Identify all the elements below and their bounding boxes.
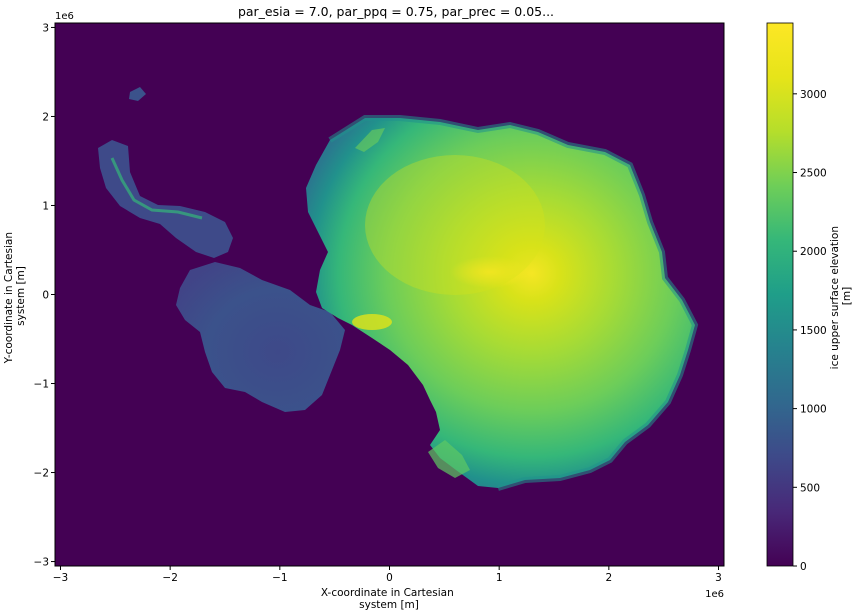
y-offset-label: 1e6 [55,11,74,22]
y-axis-label-line1: Y-coordinate in Cartesian [3,232,15,364]
y-tick-label: −3 [34,557,49,569]
coastal-patch-north [355,128,385,152]
colorbar-tick-label: 0 [800,561,807,573]
map-axes: −3 −2 −1 0 1 2 3 −3 −2 −1 0 1 2 3 par_esia = 7.0, pa… [3,4,725,611]
colorbar-ticks: 0 500 1000 1500 2000 2500 3000 [793,89,827,573]
y-tick-label: 1 [42,200,49,212]
colorbar-tick-label: 1500 [800,325,827,337]
peninsula-streak [110,157,203,220]
y-axis-ticks: −3 −2 −1 0 1 2 3 [34,22,55,569]
ridge-patch [352,314,392,330]
y-axis-label-line2: system [m] [15,266,27,326]
y-tick-label: 2 [42,111,49,123]
colorbar-tick-label: 3000 [800,89,827,101]
x-offset-label: 1e6 [705,589,724,600]
x-axis-label-line1: X-coordinate in Cartesian [321,587,454,599]
ice-shelf-rim [328,115,699,491]
y-tick-label: 0 [42,290,49,302]
ice-sheet-field [98,87,699,491]
west-antarctica [176,262,345,412]
antarctic-peninsula [98,140,233,258]
colorbar-tick-label: 1000 [800,404,827,416]
x-axis-label: X-coordinate in Cartesian system [m] [321,587,457,611]
x-tick-label: −2 [162,572,177,584]
y-tick-label: −2 [34,468,49,480]
east-antarctica [306,118,695,488]
colorbar-label-line1: ice upper surface elevation [829,226,841,369]
y-tick-label: 3 [42,22,49,34]
colorbar-label-line2: [m] [841,287,853,305]
chart-title: par_esia = 7.0, par_ppq = 0.75, par_prec… [238,4,554,19]
plateau-high [365,155,545,295]
y-axis-label: Y-coordinate in Cartesian system [m] [3,229,27,365]
x-axis-label-line2: system [m] [359,599,419,611]
colorbar: 0 500 1000 1500 2000 2500 3000 ice upper surfa… [766,22,853,573]
x-axis-ticks: −3 −2 −1 0 1 2 3 [53,566,722,584]
colorbar-label: ice upper surface elevation [m] [829,223,853,370]
colorbar-tick-label: 500 [800,482,820,494]
y-tick-label: −1 [34,379,49,391]
colorbar-tick-label: 2000 [800,246,827,258]
colorbar-gradient [766,22,794,567]
x-tick-label: 1 [496,572,503,584]
x-tick-label: 0 [386,572,393,584]
colorbar-tick-label: 2500 [800,168,827,180]
x-tick-label: 3 [715,572,722,584]
x-tick-label: −3 [53,572,68,584]
coastal-patch-south [428,440,470,478]
dome-high [450,256,530,288]
x-tick-label: 2 [606,572,613,584]
island [129,87,146,101]
x-tick-label: −1 [272,572,287,584]
